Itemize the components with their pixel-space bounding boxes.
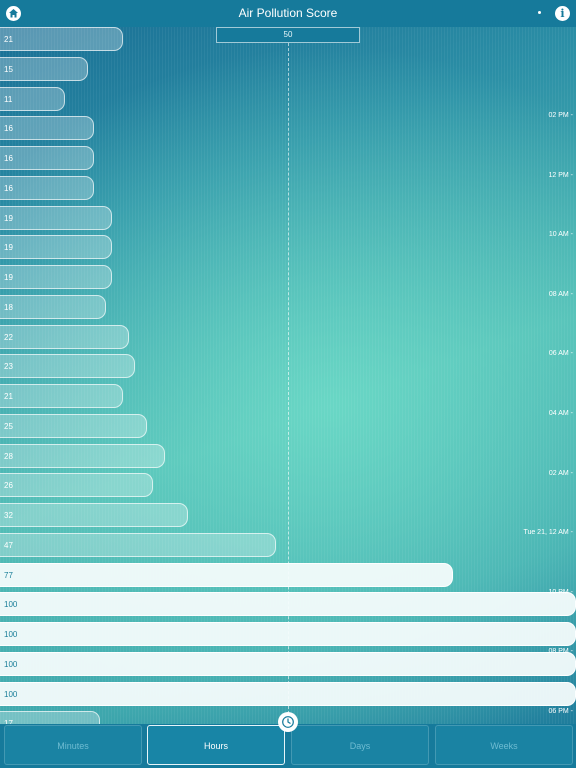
pollution-chart[interactable]: 50 21 15 11 16 16 16 19 19 19 18 22 23 21 25 28 26 32 47 7… <box>0 27 576 724</box>
time-tick-label: 02 AM <box>549 470 573 477</box>
clock-icon[interactable] <box>278 712 298 732</box>
bar[interactable]: 16 <box>0 175 95 200</box>
bar[interactable]: 32 <box>0 503 189 527</box>
bar[interactable]: 100 <box>0 681 576 706</box>
bar[interactable]: 28 <box>0 443 165 468</box>
bar[interactable]: 21 <box>0 384 124 408</box>
bar[interactable]: 16 <box>0 116 95 141</box>
bar[interactable]: 77 <box>0 562 453 587</box>
bar[interactable]: 25 <box>0 413 147 438</box>
threshold-label: 50 <box>216 27 360 43</box>
time-tick-label: 08 AM <box>549 291 573 298</box>
bar[interactable]: 22 <box>0 324 130 349</box>
time-tick-label: 06 AM <box>549 350 573 357</box>
time-tick-label: Tue 21, 12 AM <box>523 529 573 536</box>
bar-value-label: 28 <box>4 451 13 461</box>
tab-weeks[interactable]: Weeks <box>435 725 573 765</box>
bar[interactable]: 19 <box>0 265 112 289</box>
bar-value-label: 100 <box>4 689 18 699</box>
tab-hours-label: Hours <box>203 741 228 751</box>
bar[interactable]: 23 <box>0 354 136 379</box>
home-icon[interactable] <box>6 6 21 21</box>
time-tick-label: 10 AM <box>549 231 573 238</box>
bar-value-label: 21 <box>4 35 13 44</box>
time-tick-label: 04 AM <box>549 410 573 417</box>
bar-value-label: 19 <box>4 243 13 253</box>
bar-value-label: 15 <box>4 64 13 74</box>
bar-value-label: 16 <box>4 154 13 163</box>
time-tick-label: 02 PM <box>548 112 573 119</box>
bar[interactable]: 17 <box>0 711 100 724</box>
bar-value-label: 18 <box>4 302 13 312</box>
threshold-line <box>288 43 289 724</box>
bar-value-label: 32 <box>4 511 13 520</box>
bar[interactable]: 19 <box>0 205 112 230</box>
top-bar: Air Pollution Score i <box>0 0 576 28</box>
tab-days-label: Days <box>349 741 371 751</box>
tab-weeks-label: Weeks <box>490 741 518 751</box>
bar-value-label: 11 <box>4 94 13 104</box>
bar[interactable]: 100 <box>0 622 576 646</box>
bar[interactable]: 100 <box>0 592 576 617</box>
bar[interactable]: 21 <box>0 27 124 51</box>
bar[interactable]: 19 <box>0 235 112 260</box>
info-icon[interactable]: i <box>555 6 570 21</box>
bar-value-label: 47 <box>4 540 13 550</box>
bar-value-label: 19 <box>4 273 13 282</box>
tab-hours[interactable]: Hours <box>147 725 285 765</box>
tab-minutes[interactable]: Minutes <box>4 725 142 765</box>
bar-value-label: 100 <box>4 659 18 669</box>
bar-value-label: 19 <box>4 213 13 223</box>
bar-value-label: 77 <box>4 570 13 580</box>
bar[interactable]: 15 <box>0 56 89 81</box>
bar-value-label: 25 <box>4 421 13 431</box>
bar-value-label: 17 <box>4 719 13 724</box>
more-dot-icon[interactable] <box>538 11 541 14</box>
bar[interactable]: 11 <box>0 86 65 111</box>
bar-value-label: 22 <box>4 332 13 342</box>
tab-days[interactable]: Days <box>291 725 429 765</box>
bar-value-label: 100 <box>4 630 18 639</box>
time-tick-label: 12 PM <box>548 172 573 179</box>
bar-value-label: 23 <box>4 362 13 372</box>
bar-value-label: 26 <box>4 481 13 491</box>
tab-minutes-label: Minutes <box>57 741 89 751</box>
bar-value-label: 21 <box>4 392 13 401</box>
bar[interactable]: 100 <box>0 651 576 676</box>
bar[interactable]: 26 <box>0 473 153 498</box>
bar[interactable]: 18 <box>0 294 106 319</box>
bar-value-label: 16 <box>4 183 13 193</box>
page-title: Air Pollution Score <box>238 6 338 20</box>
time-tick-label: 06 PM <box>548 708 573 715</box>
bar-value-label: 100 <box>4 600 18 610</box>
bar[interactable]: 16 <box>0 146 95 170</box>
bar-value-label: 16 <box>4 124 13 134</box>
bar[interactable]: 47 <box>0 532 277 557</box>
